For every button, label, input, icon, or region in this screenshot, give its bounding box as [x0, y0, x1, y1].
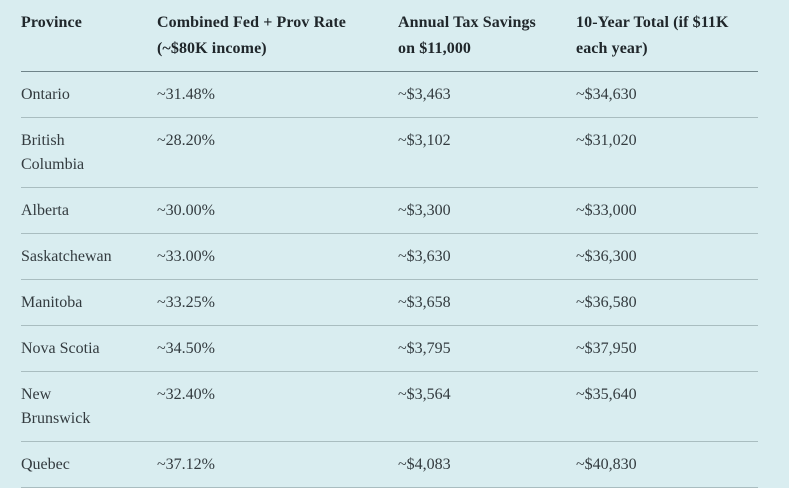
column-header-annual-savings: Annual Tax Savings on $11,000 — [398, 14, 536, 57]
table-row: Ontario ~31.48% ~$3,463 ~$34,630 — [21, 72, 758, 118]
cell-annual-savings: ~$3,630 — [398, 248, 451, 265]
column-header-ten-year-total: 10-Year Total (if $11K each year) — [576, 14, 729, 57]
cell-combined-rate: ~34.50% — [157, 340, 215, 357]
cell-annual-savings: ~$3,102 — [398, 132, 451, 149]
cell-combined-rate: ~28.20% — [157, 132, 215, 149]
cell-province: Nova Scotia — [21, 340, 100, 357]
cell-province: Manitoba — [21, 294, 83, 311]
cell-province: Quebec — [21, 456, 70, 473]
cell-ten-year-total: ~$31,020 — [576, 132, 637, 149]
cell-province: British Columbia — [21, 132, 85, 173]
table-row: British Columbia ~28.20% ~$3,102 ~$31,02… — [21, 118, 758, 188]
table-row: Nova Scotia ~34.50% ~$3,795 ~$37,950 — [21, 326, 758, 372]
cell-combined-rate: ~30.00% — [157, 202, 215, 219]
column-header-province: Province — [21, 14, 82, 31]
table-row: New Brunswick ~32.40% ~$3,564 ~$35,640 — [21, 372, 758, 442]
cell-ten-year-total: ~$36,580 — [576, 294, 637, 311]
cell-annual-savings: ~$3,658 — [398, 294, 451, 311]
cell-ten-year-total: ~$37,950 — [576, 340, 637, 357]
cell-province: Saskatchewan — [21, 248, 112, 265]
cell-annual-savings: ~$3,795 — [398, 340, 451, 357]
cell-annual-savings: ~$3,463 — [398, 86, 451, 103]
table-row: Saskatchewan ~33.00% ~$3,630 ~$36,300 — [21, 234, 758, 280]
cell-combined-rate: ~37.12% — [157, 456, 215, 473]
table-row: Manitoba ~33.25% ~$3,658 ~$36,580 — [21, 280, 758, 326]
cell-ten-year-total: ~$33,000 — [576, 202, 637, 219]
cell-combined-rate: ~32.40% — [157, 386, 215, 403]
cell-province: Alberta — [21, 202, 69, 219]
cell-ten-year-total: ~$35,640 — [576, 386, 637, 403]
cell-annual-savings: ~$3,300 — [398, 202, 451, 219]
cell-combined-rate: ~31.48% — [157, 86, 215, 103]
table-row: Quebec ~37.12% ~$4,083 ~$40,830 — [21, 442, 758, 488]
table-body: Ontario ~31.48% ~$3,463 ~$34,630 British… — [21, 72, 758, 488]
cell-province: Ontario — [21, 86, 70, 103]
cell-combined-rate: ~33.00% — [157, 248, 215, 265]
cell-annual-savings: ~$4,083 — [398, 456, 451, 473]
table-header-row: Province Combined Fed + Prov Rate (~$80K… — [21, 0, 758, 72]
cell-ten-year-total: ~$36,300 — [576, 248, 637, 265]
cell-ten-year-total: ~$40,830 — [576, 456, 637, 473]
column-header-combined-rate: Combined Fed + Prov Rate (~$80K income) — [157, 14, 346, 57]
cell-ten-year-total: ~$34,630 — [576, 86, 637, 103]
table-row: Alberta ~30.00% ~$3,300 ~$33,000 — [21, 188, 758, 234]
cell-combined-rate: ~33.25% — [157, 294, 215, 311]
cell-annual-savings: ~$3,564 — [398, 386, 451, 403]
cell-province: New Brunswick — [21, 386, 91, 427]
